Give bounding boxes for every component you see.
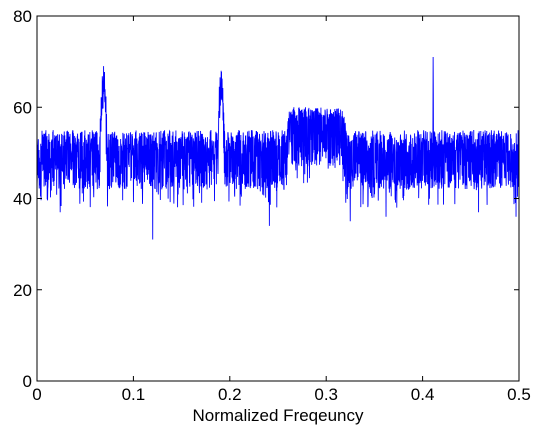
- x-tick-label: 0.5: [507, 385, 531, 404]
- axes-layer: 0 0.1 0.2 0.3 0.4 0.5 0 20 40 60 80: [13, 7, 531, 404]
- x-tick-label: 0.3: [314, 385, 338, 404]
- x-tick-label: 0: [32, 385, 41, 404]
- y-tick-label: 60: [13, 98, 32, 117]
- y-tick-label: 80: [13, 7, 32, 26]
- y-tick-label: 40: [13, 190, 32, 209]
- x-tick-label: 0.1: [122, 385, 146, 404]
- series-line: [36, 57, 520, 240]
- plot-area: [36, 57, 520, 240]
- x-tick-label: 0.4: [411, 385, 435, 404]
- y-tick-label: 0: [23, 372, 32, 391]
- x-axis-label: Normalized Freqeuncy: [192, 406, 364, 425]
- x-tick-label: 0.2: [218, 385, 242, 404]
- y-tick-label: 20: [13, 281, 32, 300]
